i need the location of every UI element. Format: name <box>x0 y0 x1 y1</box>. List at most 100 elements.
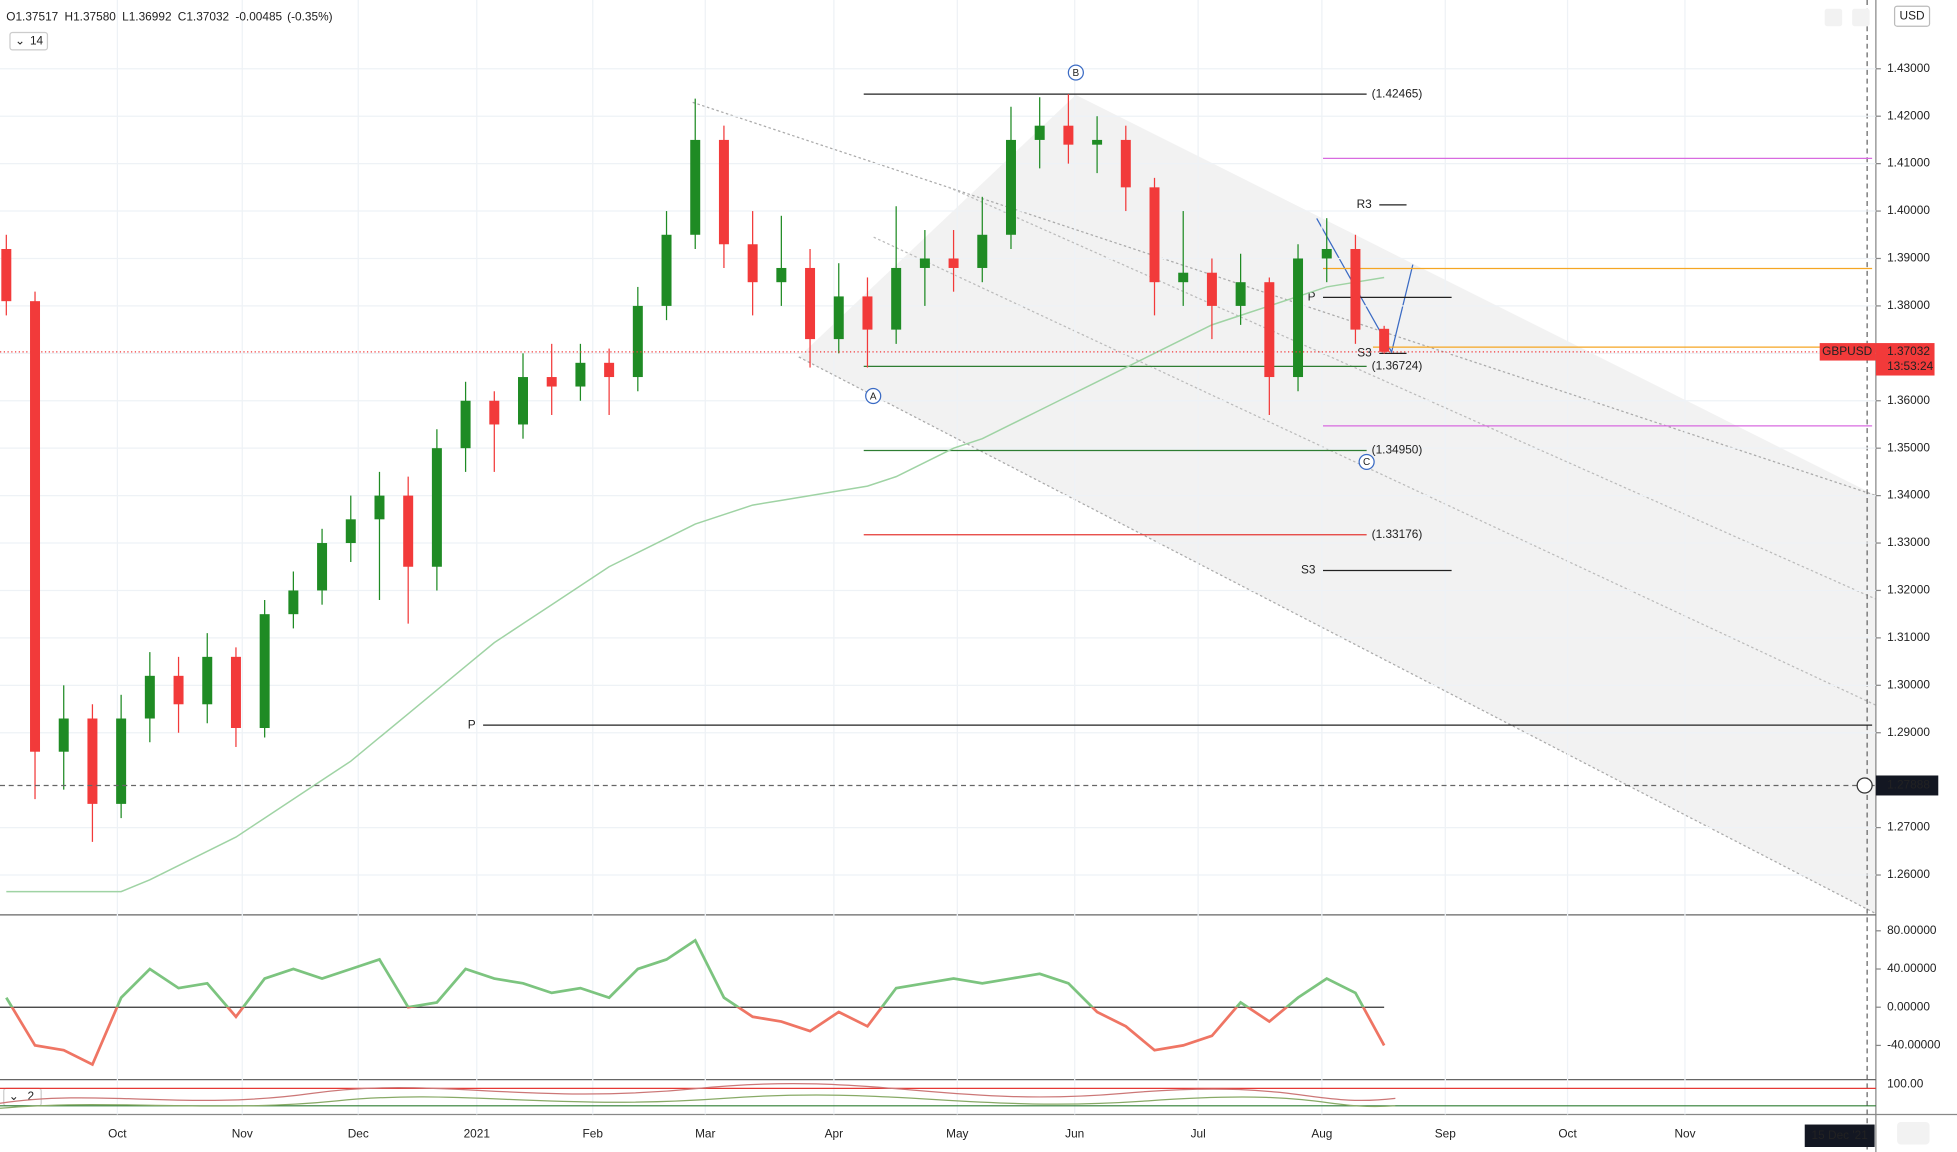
indicator-toggle-icon: ⌄ <box>15 33 25 47</box>
candle-body <box>58 718 69 752</box>
osc-tick-label: 80.00000 <box>1887 923 1937 937</box>
lower-pane-wave <box>0 1094 1396 1109</box>
x-tick-label: Sep <box>1435 1127 1456 1141</box>
candle-body <box>718 139 729 245</box>
ohlc-key: O <box>6 10 15 24</box>
candle-body <box>776 267 787 283</box>
candle-body <box>1264 282 1275 378</box>
lower-toggle-icon: ⌄ <box>9 1089 19 1103</box>
candle-body <box>575 362 586 387</box>
crosshair-date-tag <box>1804 1124 1875 1147</box>
candle-body <box>862 296 873 330</box>
wave-label: B <box>1073 68 1080 79</box>
lower-indicator-count: 2 <box>27 1089 34 1103</box>
x-tick-label: Oct <box>1558 1127 1577 1141</box>
candle-body <box>1120 139 1131 188</box>
candle-body <box>1092 139 1103 145</box>
osc-tick-label: 40.00000 <box>1887 961 1937 975</box>
y-tick-label: 1.33000 <box>1887 535 1930 549</box>
candle-body <box>1235 282 1246 306</box>
y-tick-label: 1.34000 <box>1887 488 1930 502</box>
candle-body <box>604 362 615 378</box>
crosshair-price-label: 1.27888 <box>1887 778 1930 792</box>
wave-marker <box>865 387 882 405</box>
candle-body <box>948 258 959 268</box>
pitchfork-line <box>692 101 1877 497</box>
candle-body <box>833 296 844 340</box>
candle-body <box>1379 328 1390 352</box>
last-price-tag <box>1875 343 1935 376</box>
candle-body <box>144 675 155 719</box>
y-tick-label: 1.35000 <box>1887 440 1930 454</box>
y-tick-label: 1.38000 <box>1887 298 1930 312</box>
y-tick-label: 1.27000 <box>1887 820 1930 834</box>
candle-body <box>518 377 528 425</box>
candle-body <box>1063 125 1074 145</box>
y-tick-label: 1.30000 <box>1887 677 1930 691</box>
toolbar-button[interactable] <box>1824 8 1843 27</box>
candle-body <box>1149 187 1160 283</box>
y-tick-label: 1.26000 <box>1887 867 1930 881</box>
oscillator-line-up <box>5 938 1365 1008</box>
x-tick-label: Aug <box>1311 1127 1332 1141</box>
osc-tick-label: -40.00000 <box>1887 1038 1941 1052</box>
candle-body <box>345 519 356 544</box>
y-tick-label: 1.40000 <box>1887 203 1930 217</box>
x-tick-label: Dec <box>348 1127 369 1141</box>
candle-body <box>690 139 701 235</box>
crosshair-date-label: 15 Dec '21 <box>1812 1128 1869 1142</box>
wave-label: C <box>1363 457 1370 468</box>
candle-body <box>1005 139 1016 235</box>
candle-body <box>661 234 672 306</box>
currency-button[interactable] <box>1893 5 1931 27</box>
oscillator-line-down <box>10 1007 1386 1067</box>
candle-body <box>431 448 442 567</box>
candle-body <box>977 234 988 268</box>
candle-body <box>460 400 471 449</box>
candle-body <box>317 543 328 591</box>
level-label: (1.42465) <box>1372 86 1423 100</box>
currency: USD <box>1900 8 1925 22</box>
level-label: P <box>1308 289 1316 303</box>
moving-average <box>6 276 1385 893</box>
auto-scale-button[interactable] <box>1897 1122 1930 1145</box>
candle-body <box>1 248 12 302</box>
candle-body <box>87 718 98 804</box>
y-tick-label: 1.36000 <box>1887 393 1930 407</box>
wave-marker <box>1358 453 1375 471</box>
candle-body <box>1178 272 1189 283</box>
toolbar-button[interactable] <box>1852 8 1870 27</box>
y-tick-label: 1.42000 <box>1887 108 1930 122</box>
level-label: P <box>468 717 476 731</box>
last-price-label: 1.37032 <box>1887 344 1930 358</box>
candle-body <box>116 718 127 804</box>
wave-label: A <box>870 391 877 402</box>
candle-body <box>632 305 643 378</box>
crosshair-plus <box>1856 777 1873 794</box>
symbol-tag <box>1819 343 1876 361</box>
candle-body <box>288 590 299 615</box>
candle-body <box>891 267 902 330</box>
pitchfork-line <box>948 186 1877 600</box>
candle-body <box>403 495 414 567</box>
x-tick-label: Mar <box>695 1127 715 1141</box>
x-tick-label: Feb <box>583 1127 604 1141</box>
lower-pane-wave <box>0 1082 1396 1104</box>
ohlc-key: H <box>65 10 74 24</box>
ohlc-value: 1.37517 <box>15 10 58 24</box>
indicator-toggle[interactable] <box>9 31 49 51</box>
osc-tick-label: 0.00000 <box>1887 999 1930 1013</box>
candle-body <box>546 377 557 387</box>
wave-drawing <box>1316 218 1414 354</box>
candle-body <box>1350 248 1361 330</box>
level-label: (1.34950) <box>1372 443 1423 457</box>
pitchfork-line <box>798 356 1877 915</box>
y-tick-label: 1.39000 <box>1887 251 1930 265</box>
pitchfork-fill <box>798 94 1876 914</box>
candle-body <box>202 656 213 705</box>
candle-body <box>259 614 270 728</box>
candle-body <box>173 675 184 705</box>
x-tick-label: Jul <box>1191 1127 1206 1141</box>
